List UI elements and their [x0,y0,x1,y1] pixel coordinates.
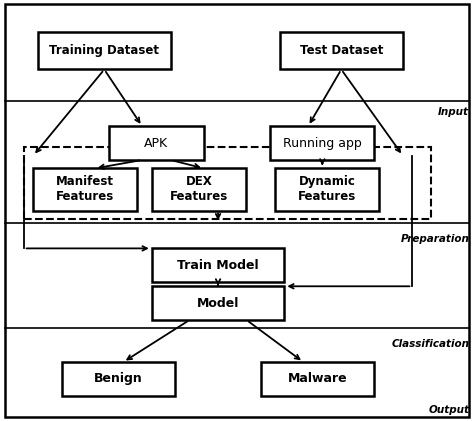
Text: Manifest
Features: Manifest Features [56,176,114,203]
Bar [261,362,374,396]
Bar [275,168,379,210]
Text: Dynamic
Features: Dynamic Features [298,176,356,203]
Bar [152,168,246,210]
Bar [152,248,284,282]
Bar [62,362,175,396]
Text: Model: Model [197,297,239,309]
Text: Preparation: Preparation [401,234,469,244]
Bar [109,126,204,160]
Text: Output: Output [428,405,469,415]
Text: Input: Input [438,107,469,117]
Text: Running app: Running app [283,137,362,149]
Text: DEX
Features: DEX Features [170,176,228,203]
Text: Malware: Malware [288,373,347,385]
Text: Train Model: Train Model [177,259,259,272]
Text: APK: APK [145,137,168,149]
Bar [152,286,284,320]
Text: Test Dataset: Test Dataset [300,44,383,57]
Text: Training Dataset: Training Dataset [49,44,159,57]
Text: Classification: Classification [391,339,469,349]
Bar [280,32,403,69]
Bar [33,168,137,210]
Bar [38,32,171,69]
Bar [270,126,374,160]
Bar [24,147,431,219]
Text: Benign: Benign [94,373,143,385]
